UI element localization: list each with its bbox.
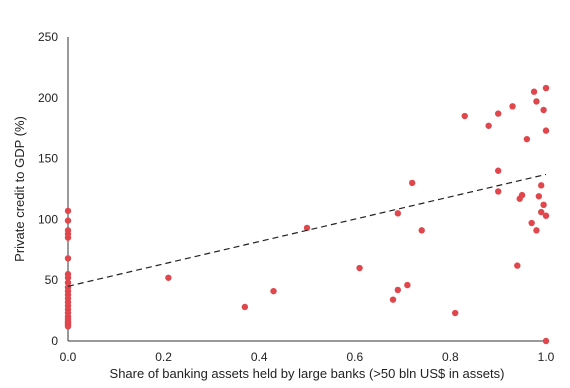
data-point: [533, 227, 539, 233]
data-point: [543, 127, 549, 133]
data-point: [495, 110, 501, 116]
data-point: [495, 168, 501, 174]
y-tick-labels: 0 50 100 150 200 250: [38, 30, 58, 348]
y-tick-label: 250: [38, 30, 58, 44]
data-point: [270, 288, 276, 294]
trendline: [68, 174, 546, 286]
y-tick-label: 100: [38, 212, 58, 226]
data-point: [390, 296, 396, 302]
x-tick-label: 0.0: [60, 350, 77, 364]
data-point: [540, 107, 546, 113]
data-point: [404, 282, 410, 288]
data-point: [524, 136, 530, 142]
data-point: [540, 202, 546, 208]
data-point: [395, 210, 401, 216]
data-point: [356, 265, 362, 271]
x-tick-label: 0.8: [442, 350, 459, 364]
data-point: [65, 208, 71, 214]
data-point: [543, 213, 549, 219]
data-point: [462, 113, 468, 119]
data-point: [452, 310, 458, 316]
data-point: [485, 123, 491, 129]
data-point: [519, 192, 525, 198]
data-point: [536, 193, 542, 199]
data-point: [419, 227, 425, 233]
x-tick-label: 0.4: [251, 350, 268, 364]
data-point: [538, 182, 544, 188]
data-point: [495, 188, 501, 194]
data-point: [65, 255, 71, 261]
data-point: [165, 275, 171, 281]
y-tick-label: 50: [45, 273, 59, 287]
data-point: [65, 217, 71, 223]
x-tick-label: 0.2: [155, 350, 172, 364]
y-tick-label: 200: [38, 91, 58, 105]
data-point: [509, 103, 515, 109]
x-axis-title: Share of banking assets held by large ba…: [110, 366, 505, 381]
data-point: [65, 323, 71, 329]
x-tick-labels: 0.0 0.2 0.4 0.6 0.8 1.0: [60, 350, 555, 364]
x-tick-label: 0.6: [346, 350, 363, 364]
data-point: [409, 180, 415, 186]
y-tick-label: 0: [51, 334, 58, 348]
data-points: [65, 85, 549, 344]
data-point: [533, 98, 539, 104]
data-point: [531, 89, 537, 95]
data-point: [395, 287, 401, 293]
data-point: [514, 262, 520, 268]
data-point: [543, 85, 549, 91]
data-point: [65, 234, 71, 240]
trendline-group: [68, 174, 546, 286]
data-point: [543, 338, 549, 344]
x-tick-label: 1.0: [538, 350, 555, 364]
data-point: [528, 220, 534, 226]
data-point: [242, 304, 248, 310]
y-tick-label: 150: [38, 152, 58, 166]
axes: [68, 37, 546, 341]
y-axis-title: Private credit to GDP (%): [12, 116, 27, 262]
